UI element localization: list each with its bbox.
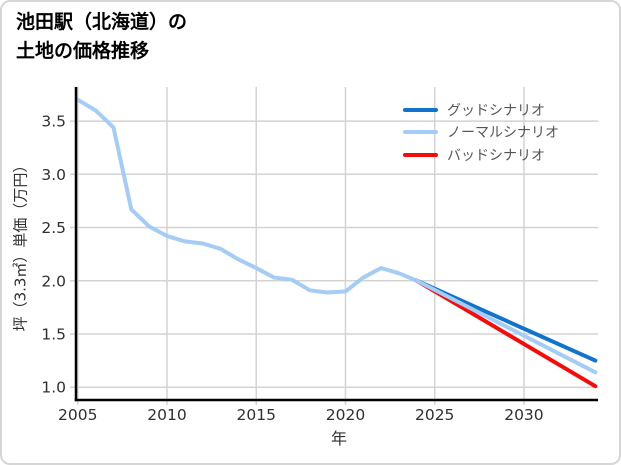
page-title-line2: 土地の価格推移 <box>16 40 150 62</box>
legend-label: グッドシナリオ <box>447 102 545 119</box>
legend-label: バッドシナリオ <box>447 147 545 164</box>
x-tick-label: 2005 <box>58 406 97 424</box>
y-tick-label: 1.0 <box>41 379 66 397</box>
page-title: 池田駅（北海道）の 土地の価格推移 <box>16 8 187 66</box>
y-tick-label: 2.0 <box>41 272 66 290</box>
legend-swatch-bad <box>403 152 438 157</box>
y-tick-label: 1.5 <box>41 325 66 343</box>
legend-swatch-normal <box>403 130 438 134</box>
x-axis-label: 年 <box>330 429 347 448</box>
x-tick-label: 2030 <box>504 406 543 424</box>
legend-label: ノーマルシナリオ <box>447 125 559 141</box>
chart-legend: グッドシナリオ ノーマルシナリオ バッドシナリオ <box>403 100 559 168</box>
series-line-history <box>75 97 419 295</box>
y-tick-label: 3.5 <box>41 113 66 131</box>
y-tick-label: 2.5 <box>41 219 66 237</box>
x-tick-label: 2010 <box>147 406 186 424</box>
legend-item: ノーマルシナリオ <box>403 123 559 142</box>
x-tick-label: 2015 <box>237 406 276 424</box>
x-tick-label: 2020 <box>326 406 365 424</box>
y-axis-label-box: 坪（3.3㎡）単価（万円） <box>2 87 38 402</box>
legend-swatch-good <box>403 107 438 112</box>
legend-item: バッドシナリオ <box>403 145 559 164</box>
y-axis-label: 坪（3.3㎡）単価（万円） <box>11 157 30 332</box>
x-tick-label: 2025 <box>415 406 454 424</box>
series-line-bad <box>414 278 598 389</box>
legend-item: グッドシナリオ <box>403 100 559 119</box>
page-title-line1: 池田駅（北海道）の <box>16 11 188 33</box>
series-line-normal <box>414 278 598 375</box>
y-tick-label: 3.0 <box>41 166 66 184</box>
